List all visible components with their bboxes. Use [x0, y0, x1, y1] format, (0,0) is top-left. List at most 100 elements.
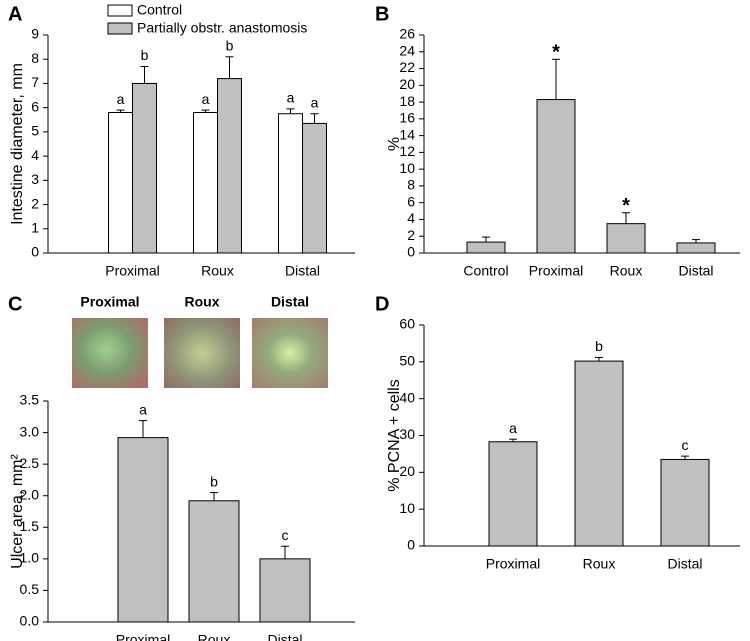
significance-label: a [117, 91, 125, 107]
y-tick-label: 50 [399, 353, 415, 369]
y-tick-label: 6 [407, 193, 415, 209]
y-tick-label: 10 [399, 160, 415, 176]
bar [574, 360, 624, 547]
x-tick-label: Distal [678, 263, 713, 279]
significance-label: c [682, 437, 689, 453]
x-tick-label: Roux [610, 263, 643, 279]
y-tick-label: 22 [399, 59, 415, 75]
bar [302, 122, 327, 254]
legend-swatch [107, 22, 133, 35]
y-tick-label: 60 [399, 316, 415, 332]
y-tick-label: 8 [31, 50, 39, 66]
ulcer-image [252, 318, 328, 388]
legend-label: Partially obstr. anastomosis [137, 20, 307, 36]
y-axis-label: Ulcer area, mm² [9, 453, 26, 568]
y-tick-label: 3.0 [20, 423, 40, 439]
y-tick-label: 5 [31, 123, 39, 139]
y-tick-label: 20 [399, 76, 415, 92]
y-tick-label: 8 [407, 177, 415, 193]
y-tick-label: 30 [399, 426, 415, 442]
x-tick-label: Distal [267, 632, 302, 641]
y-axis-label: % PCNA + cells [386, 379, 403, 491]
y-axis-label: Intestine diameter, mm [9, 63, 26, 225]
ulcer-image [72, 318, 148, 388]
image-title: Distal [271, 294, 309, 310]
y-tick-label: 20 [399, 463, 415, 479]
x-tick-label: Proximal [105, 263, 159, 279]
panel-label: C [8, 293, 22, 315]
y-tick-label: 0.5 [20, 581, 40, 597]
bar [660, 458, 710, 547]
significance-label: a [509, 420, 517, 436]
y-tick-label: 6 [31, 98, 39, 114]
y-tick-label: 0 [31, 244, 39, 260]
y-tick-label: 3 [31, 171, 39, 187]
bar [217, 78, 242, 254]
y-tick-label: 7 [31, 74, 39, 90]
x-tick-label: Proximal [529, 263, 583, 279]
y-tick-label: 9 [31, 26, 39, 42]
ulcer-image [164, 318, 240, 388]
y-tick-label: 2.5 [20, 455, 40, 471]
y-tick-label: 4 [407, 210, 415, 226]
bar [466, 241, 506, 254]
x-tick-label: Roux [198, 632, 231, 641]
bar [193, 112, 218, 254]
significance-label: a [287, 90, 295, 106]
significance-label: b [141, 47, 149, 63]
bar [606, 223, 646, 254]
y-tick-label: 18 [399, 93, 415, 109]
panel-label: A [8, 3, 22, 25]
bar [278, 113, 303, 254]
bar [488, 441, 538, 547]
bar [536, 99, 576, 254]
y-tick-label: 14 [399, 126, 415, 142]
significance-label: b [210, 473, 218, 489]
bar [188, 500, 240, 623]
x-tick-label: Roux [201, 263, 234, 279]
panel-label: D [375, 293, 389, 315]
y-tick-label: 0.0 [20, 613, 40, 629]
y-tick-label: 40 [399, 389, 415, 405]
bar [676, 242, 716, 254]
significance-label: * [552, 42, 560, 64]
y-tick-label: 2 [407, 227, 415, 243]
bar [132, 82, 157, 254]
y-tick-label: 26 [399, 26, 415, 42]
bar [259, 558, 311, 623]
image-title: Roux [185, 294, 220, 310]
y-tick-label: 24 [399, 42, 415, 58]
y-tick-label: 0 [407, 244, 415, 260]
x-tick-label: Distal [667, 556, 702, 572]
panel-label: B [375, 3, 389, 25]
x-tick-label: Distal [285, 263, 320, 279]
significance-label: * [622, 195, 630, 217]
bar [108, 112, 133, 254]
significance-label: b [595, 338, 603, 354]
y-tick-label: 1.0 [20, 550, 40, 566]
y-tick-label: 1.5 [20, 518, 40, 534]
significance-label: a [202, 91, 210, 107]
y-axis-label: % [386, 137, 403, 151]
x-tick-label: Control [463, 263, 508, 279]
legend-swatch [107, 4, 133, 17]
x-tick-label: Roux [583, 556, 616, 572]
bar [117, 437, 169, 623]
y-tick-label: 4 [31, 147, 39, 163]
significance-label: b [226, 38, 234, 54]
y-tick-label: 16 [399, 110, 415, 126]
x-tick-label: Proximal [116, 632, 170, 641]
significance-label: a [139, 401, 147, 417]
y-tick-label: 0 [407, 537, 415, 553]
y-tick-label: 2 [31, 195, 39, 211]
x-tick-label: Proximal [486, 556, 540, 572]
y-tick-label: 10 [399, 500, 415, 516]
y-tick-label: 2.0 [20, 486, 40, 502]
significance-label: c [282, 527, 289, 543]
significance-label: a [311, 94, 319, 110]
y-tick-label: 12 [399, 143, 415, 159]
y-tick-label: 3.5 [20, 392, 40, 408]
image-title: Proximal [80, 294, 139, 310]
legend-label: Control [137, 2, 182, 18]
